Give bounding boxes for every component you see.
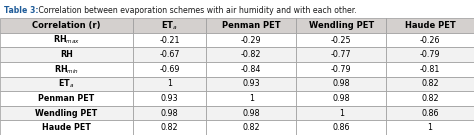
Bar — [206, 33, 296, 47]
Bar — [133, 120, 206, 135]
Bar — [206, 77, 296, 91]
Text: -0.79: -0.79 — [420, 50, 440, 59]
Text: 0.82: 0.82 — [242, 123, 260, 132]
Text: -0.79: -0.79 — [331, 65, 352, 74]
Text: 1: 1 — [167, 79, 172, 88]
Text: ET$_a$: ET$_a$ — [58, 78, 74, 90]
Bar — [0, 62, 133, 77]
Bar — [133, 106, 206, 120]
Text: 0.93: 0.93 — [161, 94, 178, 103]
Text: 0.98: 0.98 — [332, 94, 350, 103]
Text: 0.93: 0.93 — [242, 79, 260, 88]
Text: -0.26: -0.26 — [420, 36, 440, 45]
Bar — [0, 106, 133, 120]
Text: -0.81: -0.81 — [420, 65, 440, 74]
Text: 0.82: 0.82 — [421, 79, 439, 88]
Bar — [0, 77, 133, 91]
Bar — [206, 106, 296, 120]
Bar — [0, 91, 133, 106]
Bar — [206, 91, 296, 106]
Text: Penman PET: Penman PET — [38, 94, 94, 103]
Bar — [296, 62, 386, 77]
Bar — [296, 77, 386, 91]
Text: RH$_{max}$: RH$_{max}$ — [53, 34, 80, 46]
Text: ET$_a$: ET$_a$ — [161, 19, 178, 32]
Text: -0.69: -0.69 — [159, 65, 180, 74]
Bar — [0, 33, 133, 47]
Bar — [206, 62, 296, 77]
Text: 0.86: 0.86 — [333, 123, 350, 132]
Text: -0.77: -0.77 — [331, 50, 352, 59]
Text: Penman PET: Penman PET — [222, 21, 281, 30]
Bar — [296, 106, 386, 120]
Text: 1: 1 — [339, 109, 344, 118]
Bar — [0, 18, 133, 33]
Bar — [133, 47, 206, 62]
Text: -0.84: -0.84 — [241, 65, 261, 74]
Text: Table 3:: Table 3: — [4, 6, 38, 15]
Bar — [206, 120, 296, 135]
Bar — [133, 18, 206, 33]
Bar — [133, 77, 206, 91]
Bar — [386, 33, 474, 47]
Text: 0.82: 0.82 — [421, 94, 439, 103]
Bar — [386, 77, 474, 91]
Text: RH: RH — [60, 50, 73, 59]
Bar — [0, 120, 133, 135]
Bar — [386, 106, 474, 120]
Text: -0.29: -0.29 — [241, 36, 262, 45]
Bar — [296, 120, 386, 135]
Text: -0.82: -0.82 — [241, 50, 262, 59]
Text: 0.98: 0.98 — [161, 109, 178, 118]
Text: -0.21: -0.21 — [159, 36, 180, 45]
Text: -0.25: -0.25 — [331, 36, 352, 45]
Bar — [296, 18, 386, 33]
Text: -0.67: -0.67 — [159, 50, 180, 59]
Bar — [296, 47, 386, 62]
Text: 1: 1 — [428, 123, 433, 132]
Bar — [206, 18, 296, 33]
Text: 0.86: 0.86 — [421, 109, 439, 118]
Bar — [386, 91, 474, 106]
Bar — [0, 47, 133, 62]
Text: 0.98: 0.98 — [242, 109, 260, 118]
Text: Haude PET: Haude PET — [42, 123, 91, 132]
Text: 0.98: 0.98 — [332, 79, 350, 88]
Bar — [296, 91, 386, 106]
Bar — [386, 62, 474, 77]
Bar — [386, 120, 474, 135]
Text: Wendling PET: Wendling PET — [309, 21, 374, 30]
Text: Haude PET: Haude PET — [405, 21, 456, 30]
Bar — [133, 91, 206, 106]
Bar — [133, 33, 206, 47]
Text: 0.82: 0.82 — [161, 123, 178, 132]
Bar — [133, 62, 206, 77]
Bar — [386, 47, 474, 62]
Text: RH$_{min}$: RH$_{min}$ — [54, 63, 79, 76]
Text: Correlation between evaporation schemes with air humidity and with each other.: Correlation between evaporation schemes … — [36, 6, 356, 15]
Bar — [296, 33, 386, 47]
Bar — [386, 18, 474, 33]
Text: Correlation (r): Correlation (r) — [32, 21, 100, 30]
Text: 1: 1 — [249, 94, 254, 103]
Bar — [206, 47, 296, 62]
Text: Wendling PET: Wendling PET — [35, 109, 98, 118]
